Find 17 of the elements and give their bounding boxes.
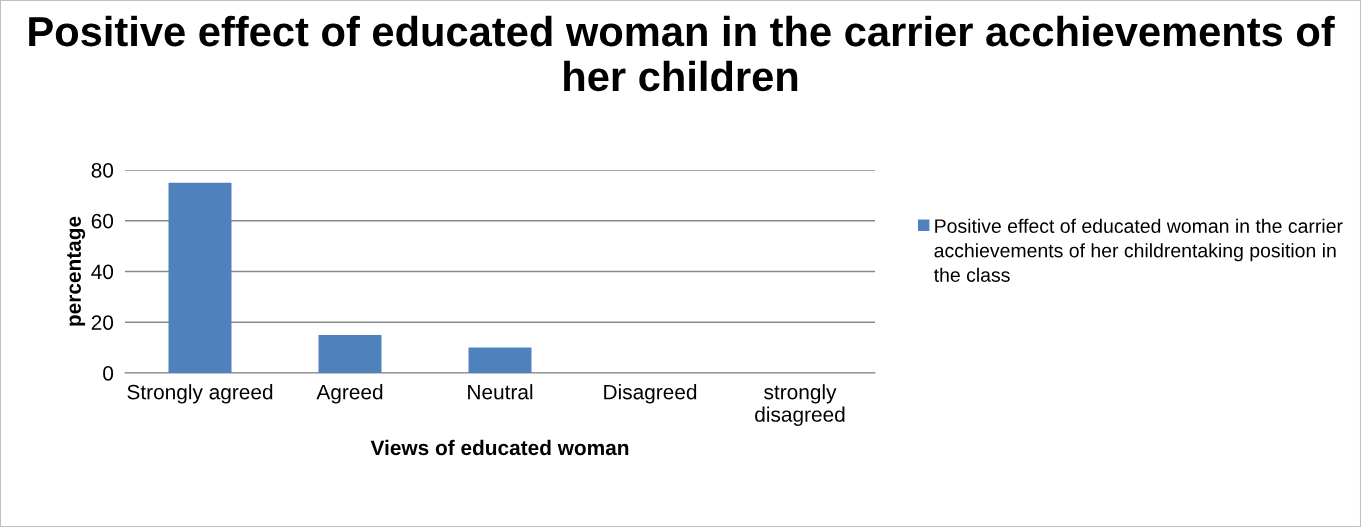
- bar: [168, 182, 232, 373]
- chart-title: Positive effect of educated woman in the carrier acchievements of her children: [29, 15, 1335, 92]
- x-tick-label: Strongly agreed: [127, 384, 273, 404]
- x-tick-label: Neutral: [468, 384, 533, 400]
- x-tick-label: Disagreed: [604, 384, 697, 404]
- legend-label: Positive effect of educated woman in the carrier acchievements of her childrentaking position in the class: [933, 218, 1343, 282]
- bar: [468, 347, 532, 373]
- y-tick-label: 60: [91, 213, 114, 229]
- x-axis-title: Views of educated woman: [370, 439, 629, 456]
- y-tick-label: 20: [91, 315, 114, 330]
- y-tick-label: 80: [91, 163, 114, 178]
- y-axis-title: percentage: [67, 216, 86, 326]
- bar: [318, 334, 382, 373]
- x-tick-label: Agreed: [316, 384, 383, 404]
- x-tick-label: strongly disagreed: [755, 384, 845, 426]
- y-tick-label: 40: [91, 264, 114, 280]
- y-tick-label: 0: [103, 366, 114, 381]
